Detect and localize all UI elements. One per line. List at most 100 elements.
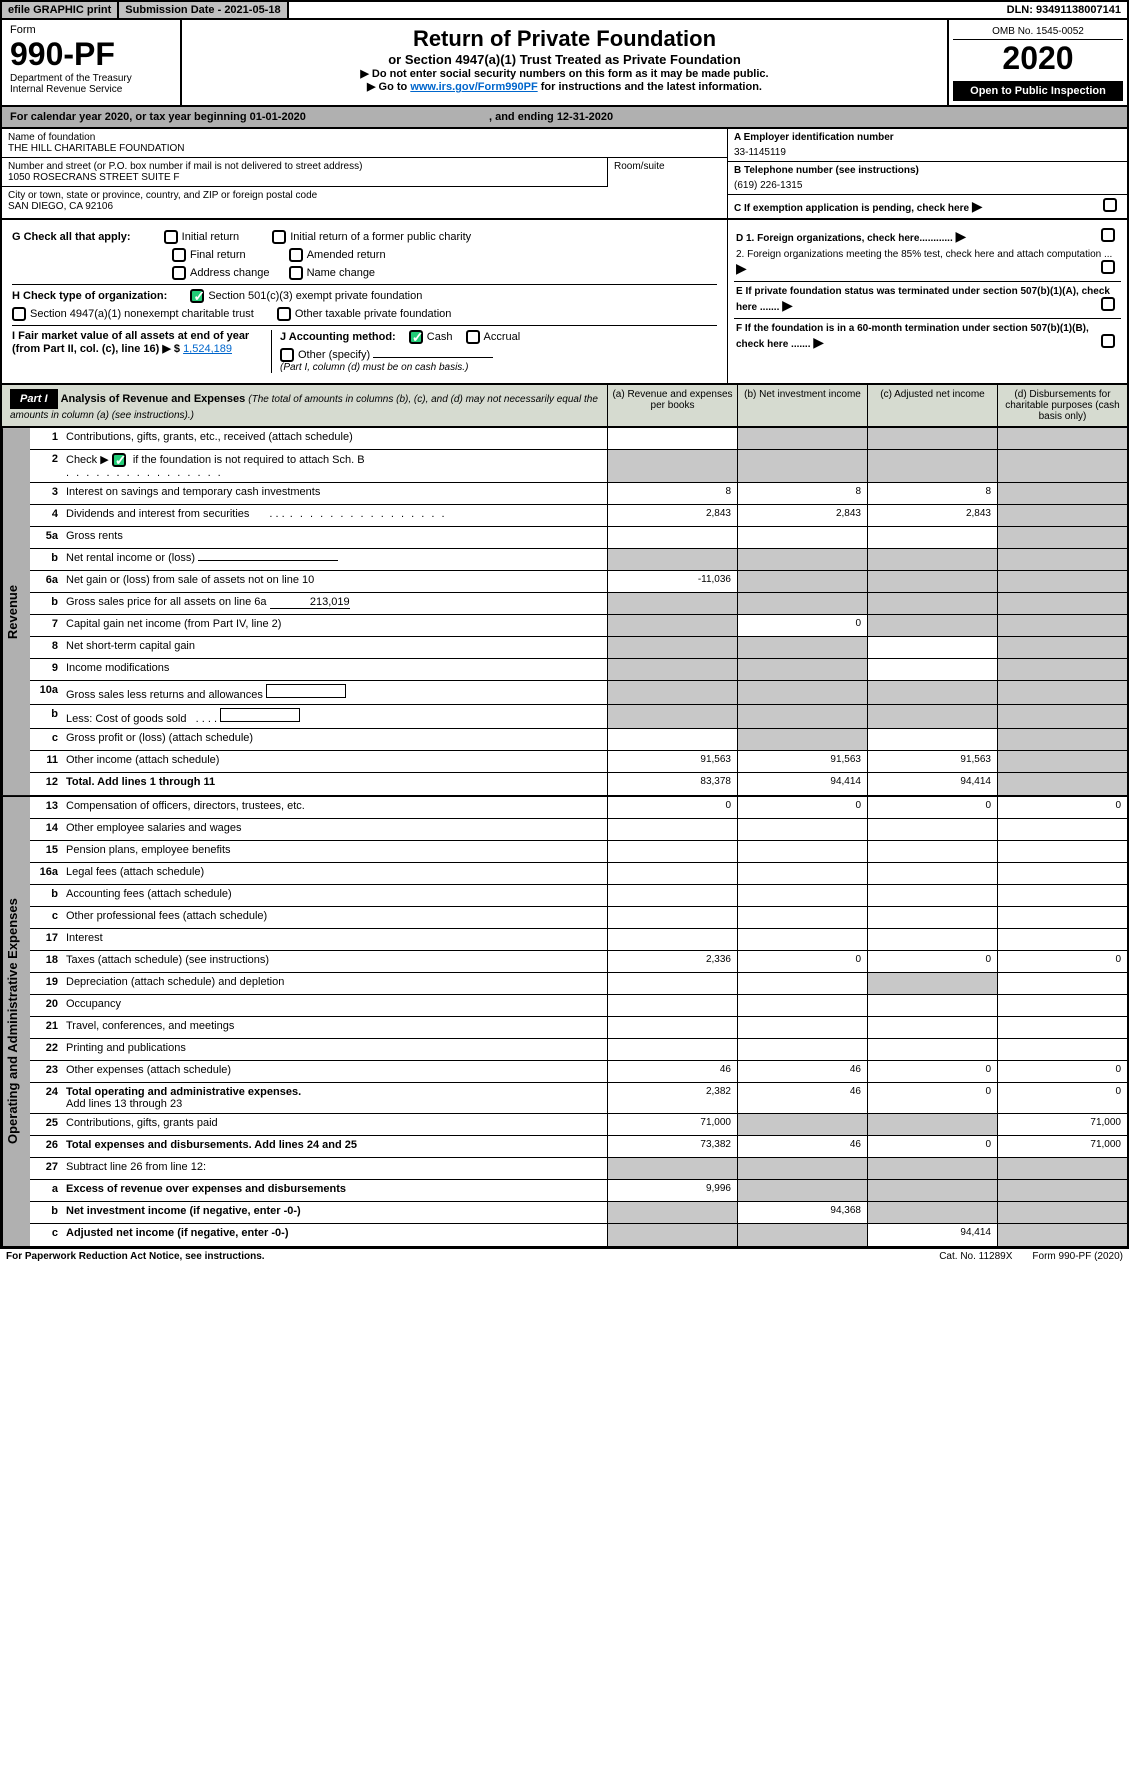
line-24: 24Total operating and administrative exp… [30,1083,1127,1114]
g-name-checkbox[interactable] [289,266,303,280]
line-11: 11Other income (attach schedule)91,56391… [30,751,1127,773]
l24-b: Add lines 13 through 23 [66,1098,182,1110]
d2-checkbox[interactable] [1101,260,1115,274]
info-block: Name of foundation THE HILL CHARITABLE F… [0,129,1129,220]
line-9: 9Income modifications [30,659,1127,681]
irs: Internal Revenue Service [10,84,172,95]
room-suite-cell: Room/suite [607,158,727,187]
g-amended-checkbox[interactable] [289,248,303,262]
g-initial-checkbox[interactable] [164,230,178,244]
g-o2: Initial return of a former public charit… [290,231,471,243]
part1-title: Analysis of Revenue and Expenses [61,393,246,405]
j-cash-checkbox[interactable] [409,330,423,344]
foundation-name-cell: Name of foundation THE HILL CHARITABLE F… [2,129,727,158]
info-left: Name of foundation THE HILL CHARITABLE F… [2,129,727,218]
j-other-checkbox[interactable] [280,348,294,362]
g-address-checkbox[interactable] [172,266,186,280]
j-note: (Part I, column (d) must be on cash basi… [280,362,717,373]
address-cell: Number and street (or P.O. box number if… [2,158,607,187]
irs-link[interactable]: www.irs.gov/Form990PF [410,81,537,93]
f-checkbox[interactable] [1101,334,1115,348]
f-label: F If the foundation is in a 60-month ter… [736,323,1089,350]
exemption-cell: C If exemption application is pending, c… [728,195,1127,218]
revenue-rows: 1Contributions, gifts, grants, etc., rec… [30,428,1127,795]
footer-left: For Paperwork Reduction Act Notice, see … [6,1251,265,1262]
name-value: THE HILL CHARITABLE FOUNDATION [8,143,721,154]
header-right: OMB No. 1545-0052 2020 Open to Public In… [947,20,1127,105]
i-value[interactable]: 1,524,189 [183,343,232,355]
col-b-hdr: (b) Net investment income [737,385,867,426]
l24-t: Total operating and administrative expen… [66,1086,301,1098]
l2-checkbox[interactable] [112,453,126,467]
l4-text: Dividends and interest from securities [66,508,249,520]
line-19: 19Depreciation (attach schedule) and dep… [30,973,1127,995]
j-o2: Accrual [484,331,521,343]
d1-checkbox[interactable] [1101,228,1115,242]
form-title: Return of Private Foundation [194,26,935,52]
part1-badge: Part I [10,389,58,409]
d1-label: D 1. Foreign organizations, check here..… [736,233,953,244]
l6b-text: Gross sales price for all assets on line… [66,596,267,608]
info-right: A Employer identification number 33-1145… [727,129,1127,218]
dots: . . . [269,508,446,520]
calendar-year-row: For calendar year 2020, or tax year begi… [0,107,1129,129]
line-27: 27Subtract line 26 from line 12: [30,1158,1127,1180]
line-18: 18Taxes (attach schedule) (see instructi… [30,951,1127,973]
g-o3: Final return [190,249,246,261]
tax-year: 2020 [953,40,1123,77]
addr-value: 1050 ROSECRANS STREET SUITE F [8,172,601,183]
g-o4: Amended return [307,249,386,261]
h-label: H Check type of organization: [12,290,167,302]
dots [66,467,223,479]
line-5b: bNet rental income or (loss) [30,549,1127,571]
check-right: D 1. Foreign organizations, check here..… [727,220,1127,383]
h-4947-checkbox[interactable] [12,307,26,321]
expenses-rows: 13Compensation of officers, directors, t… [30,797,1127,1246]
form-subtitle: or Section 4947(a)(1) Trust Treated as P… [194,52,935,67]
arrow-icon: ▶ [956,228,967,244]
open-public: Open to Public Inspection [953,81,1123,101]
col-a-hdr: (a) Revenue and expenses per books [607,385,737,426]
h-other-checkbox[interactable] [277,307,291,321]
line-27a: aExcess of revenue over expenses and dis… [30,1180,1127,1202]
line-22: 22Printing and publications [30,1039,1127,1061]
j-o1: Cash [427,331,453,343]
g-o1: Initial return [182,231,239,243]
line-21: 21Travel, conferences, and meetings [30,1017,1127,1039]
cal-end: , and ending 12-31-2020 [489,111,613,123]
line-14: 14Other employee salaries and wages [30,819,1127,841]
g-row3: Address change Name change [172,266,717,280]
line-10a: 10aGross sales less returns and allowanc… [30,681,1127,705]
line-20: 20Occupancy [30,995,1127,1017]
col-d-hdr: (d) Disbursements for charitable purpose… [997,385,1127,426]
g-row: G Check all that apply: Initial return I… [12,230,717,244]
name-label: Name of foundation [8,132,721,143]
line-16c: cOther professional fees (attach schedul… [30,907,1127,929]
check-left: G Check all that apply: Initial return I… [2,220,727,383]
line-6a: 6aNet gain or (loss) from sale of assets… [30,571,1127,593]
expenses-tab: Operating and Administrative Expenses [2,797,30,1246]
phone-cell: B Telephone number (see instructions) (6… [728,162,1127,195]
form-header: Form 990-PF Department of the Treasury I… [0,20,1129,107]
phone-value: (619) 226-1315 [734,180,1121,191]
arrow-icon: ▶ [972,198,983,214]
warn1: ▶ Do not enter social security numbers o… [194,67,935,80]
line-17: 17Interest [30,929,1127,951]
line-2: 2Check ▶ if the foundation is not requir… [30,450,1127,483]
city-value: SAN DIEGO, CA 92106 [8,201,721,212]
line-5a: 5aGross rents [30,527,1127,549]
arrow-icon: ▶ [813,334,824,350]
line-27b: bNet investment income (if negative, ent… [30,1202,1127,1224]
e-checkbox[interactable] [1101,297,1115,311]
col-c-hdr: (c) Adjusted net income [867,385,997,426]
j-accrual-checkbox[interactable] [466,330,480,344]
g-final-checkbox[interactable] [172,248,186,262]
h-o2: Section 4947(a)(1) nonexempt charitable … [30,308,254,320]
revenue-table: Revenue 1Contributions, gifts, grants, e… [0,428,1129,797]
g-initial-former-checkbox[interactable] [272,230,286,244]
phone-label: B Telephone number (see instructions) [734,165,1121,176]
l10b-text: Less: Cost of goods sold [66,713,186,725]
h-501c3-checkbox[interactable] [190,289,204,303]
c-checkbox[interactable] [1103,198,1117,212]
ein-value: 33-1145119 [734,147,1121,158]
